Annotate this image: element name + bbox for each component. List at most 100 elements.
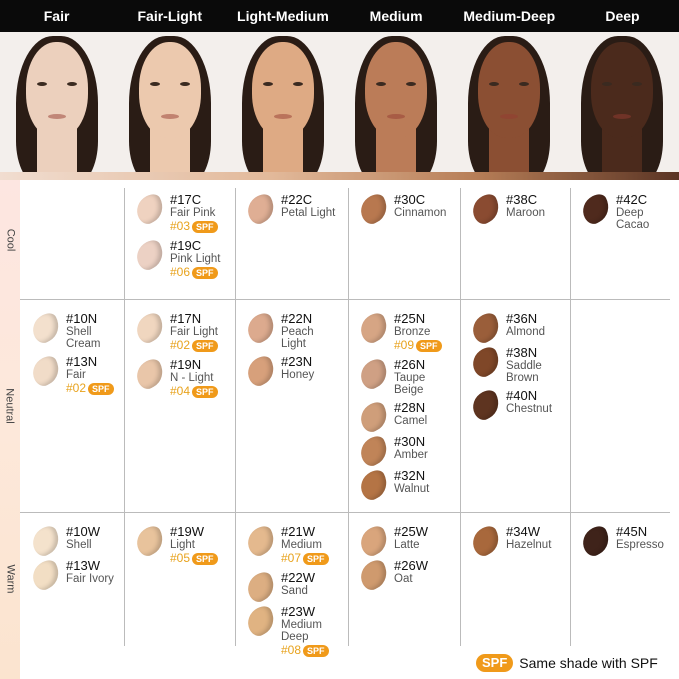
shade-item[interactable]: #21W Medium #07 SPF xyxy=(242,522,346,566)
shade-code: #40N xyxy=(506,388,538,403)
spf-badge: SPF xyxy=(88,382,114,395)
spf-badge: SPF xyxy=(476,654,514,672)
shade-cell: #45N Espresso xyxy=(577,522,677,560)
spf-code: #02 xyxy=(66,381,87,395)
tone-label: Medium xyxy=(369,8,423,24)
skin-tone-gradient xyxy=(0,172,679,180)
shade-swatch-icon xyxy=(355,309,393,347)
undertone-label: Cool xyxy=(4,228,16,251)
spf-badge: SPF xyxy=(192,266,218,279)
shade-item[interactable]: #10N Shell Cream xyxy=(27,309,122,350)
shade-swatch-icon xyxy=(242,522,280,560)
shade-item[interactable]: #25W Latte xyxy=(355,522,458,560)
shade-item[interactable]: #22C Petal Light xyxy=(242,190,346,228)
shade-item[interactable]: #25N Bronze #09 SPF xyxy=(355,309,458,353)
shade-name: Oat xyxy=(394,573,413,585)
shade-item[interactable]: #36N Almond xyxy=(467,309,568,347)
shade-swatch-icon xyxy=(131,355,169,393)
shade-item[interactable]: #28N Camel xyxy=(355,398,458,436)
shade-code: #38C xyxy=(506,192,538,207)
spf-shade: #09 SPF xyxy=(394,338,442,353)
shade-swatch-icon xyxy=(355,398,393,436)
shade-item[interactable]: #13W Fair Ivory xyxy=(27,556,122,594)
shade-code: #17C xyxy=(170,192,202,207)
tone-label: Medium-Deep xyxy=(463,8,556,24)
column-divider xyxy=(235,188,236,646)
shade-swatch-icon xyxy=(242,602,280,640)
shade-item[interactable]: #17C Fair Pink #03 SPF xyxy=(131,190,233,234)
shade-item[interactable]: #26W Oat xyxy=(355,556,458,594)
shade-name: Shell Cream xyxy=(66,326,101,350)
shade-item[interactable]: #22N Peach Light xyxy=(242,309,346,350)
shade-item[interactable]: #34W Hazelnut xyxy=(467,522,568,560)
legend: SPF Same shade with SPF xyxy=(474,654,658,672)
shade-name: Walnut xyxy=(394,483,430,495)
spf-badge: SPF xyxy=(303,644,329,657)
shade-item[interactable]: #19W Light #05 SPF xyxy=(131,522,233,566)
shade-cell: #30C Cinnamon xyxy=(355,190,458,228)
shade-cell: #36N Almond #38N Saddle Brown #40N Chestnut xyxy=(467,309,568,424)
shade-item[interactable]: #40N Chestnut xyxy=(467,386,568,424)
shade-name: Camel xyxy=(394,415,428,427)
shade-code: #17N xyxy=(170,311,202,326)
shade-item[interactable]: #19N N - Light #04 SPF xyxy=(131,355,233,399)
spf-shade: #02 SPF xyxy=(170,338,218,353)
shade-cell: #17N Fair Light #02 SPF #19N N - Light #04 SPF xyxy=(131,309,233,403)
shade-item[interactable]: #45N Espresso xyxy=(577,522,677,560)
shade-cell: #25W Latte #26W Oat xyxy=(355,522,458,594)
shade-cell: #17C Fair Pink #03 SPF #19C Pink Light #06 SPF xyxy=(131,190,233,284)
tone-label: Fair-Light xyxy=(137,8,203,24)
shade-name: Pink Light xyxy=(170,253,221,265)
shade-item[interactable]: #23W Medium Deep #08 SPF xyxy=(242,602,346,658)
shade-name: Sand xyxy=(281,585,308,597)
shade-item[interactable]: #42C Deep Cacao xyxy=(577,190,677,231)
spf-badge: SPF xyxy=(303,552,329,565)
shade-code: #38N xyxy=(506,345,538,360)
spf-shade: #05 SPF xyxy=(170,551,218,566)
shade-swatch-icon xyxy=(355,466,393,504)
shade-item[interactable]: #10W Shell xyxy=(27,522,122,560)
shade-swatch-icon xyxy=(355,522,393,560)
row-divider xyxy=(20,299,670,300)
shade-item[interactable]: #38N Saddle Brown xyxy=(467,343,568,384)
spf-shade: #02 SPF xyxy=(66,381,114,396)
shade-item[interactable]: #13N Fair #02 SPF xyxy=(27,352,122,396)
shade-code: #30C xyxy=(394,192,426,207)
model-face xyxy=(226,32,339,172)
spf-code: #02 xyxy=(170,338,191,352)
shade-name: N - Light xyxy=(170,372,214,384)
shade-item[interactable]: #22W Sand xyxy=(242,568,346,606)
shade-name: Bronze xyxy=(394,326,431,338)
shade-code: #13N xyxy=(66,354,98,369)
shade-swatch-icon xyxy=(27,309,65,347)
shade-swatch-icon xyxy=(467,522,505,560)
spf-badge: SPF xyxy=(192,220,218,233)
shade-item[interactable]: #38C Maroon xyxy=(467,190,568,228)
shade-code: #45N xyxy=(616,524,648,539)
shade-name: Hazelnut xyxy=(506,539,552,551)
spf-code: #04 xyxy=(170,384,191,398)
shade-name: Fair xyxy=(66,369,86,381)
shade-cell: #22C Petal Light xyxy=(242,190,346,228)
tone-label: Light-Medium xyxy=(237,8,329,24)
shade-swatch-icon xyxy=(355,556,393,594)
shade-code: #23W xyxy=(281,604,315,619)
column-divider xyxy=(570,188,571,646)
shade-item[interactable]: #23N Honey xyxy=(242,352,346,390)
shade-item[interactable]: #30N Amber xyxy=(355,432,458,470)
shade-name: Espresso xyxy=(616,539,664,551)
shade-item[interactable]: #17N Fair Light #02 SPF xyxy=(131,309,233,353)
shade-item[interactable]: #32N Walnut xyxy=(355,466,458,504)
shade-code: #30N xyxy=(394,434,426,449)
shade-item[interactable]: #26N Taupe Beige xyxy=(355,355,458,396)
spf-shade: #04 SPF xyxy=(170,384,218,399)
shade-swatch-icon xyxy=(131,522,169,560)
shade-swatch-icon xyxy=(355,355,393,393)
shade-name: Chestnut xyxy=(506,403,553,415)
shade-code: #19W xyxy=(170,524,204,539)
shade-item[interactable]: #30C Cinnamon xyxy=(355,190,458,228)
undertone-label: Neutral xyxy=(4,387,16,424)
shade-item[interactable]: #19C Pink Light #06 SPF xyxy=(131,236,233,280)
shade-cell: #10W Shell #13W Fair Ivory xyxy=(27,522,122,594)
shade-code: #22W xyxy=(281,570,315,585)
